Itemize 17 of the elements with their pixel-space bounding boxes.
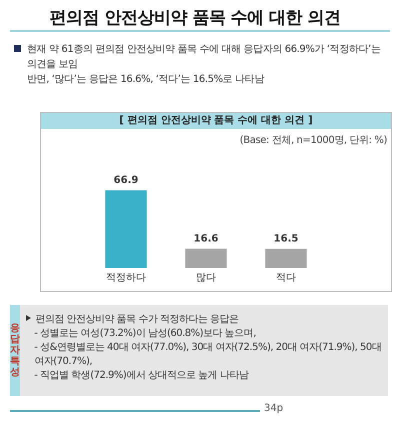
text: 편의점 안전상비약 품목 수가 적정하다는 응답은 (34, 313, 240, 327)
chart-title: 편의점 안전상비약 품목 수에 대한 의견 (48, 7, 342, 29)
chart-subtitle: [ 편의점 안전상비약 품목 수에 대한 의견 ] (41, 113, 391, 129)
x-tick-label: 적정하다 (106, 272, 146, 284)
text: 현재 약 61종의 편의점 안전상비약 품목 수에 대해 응답자의 66.9%가 ‘적정하다’는 의견을 보임 (27, 43, 382, 72)
text: 반면, ‘많다’는 응답은 16.6%, ‘적다’는 16.5%로 나타남 (26, 73, 266, 87)
text: - 성별로는 여성(73.2%)이 남성(60.8%)보다 높으며, (33, 327, 257, 341)
text: 34p (264, 403, 284, 414)
text: - 성&연령별로는 40대 여자(77.0%), 30대 여자(72.5%), 20대 여자(71.9%), 50대 여자(70.7%), (33, 341, 382, 369)
data-label: 16.6 (194, 233, 218, 244)
text: (Base: 전체, n=1000명, 단위: %) (240, 134, 387, 147)
text: 응답자특성 (10, 305, 20, 396)
data-label: 16.5 (274, 233, 298, 244)
x-tick-label: 적다 (276, 272, 296, 284)
text: - 직업별 학생(72.9%)에서 상대적으로 높게 나타남 (33, 369, 250, 383)
x-tick-label: 많다 (196, 272, 216, 284)
data-label: 66.9 (114, 174, 138, 186)
